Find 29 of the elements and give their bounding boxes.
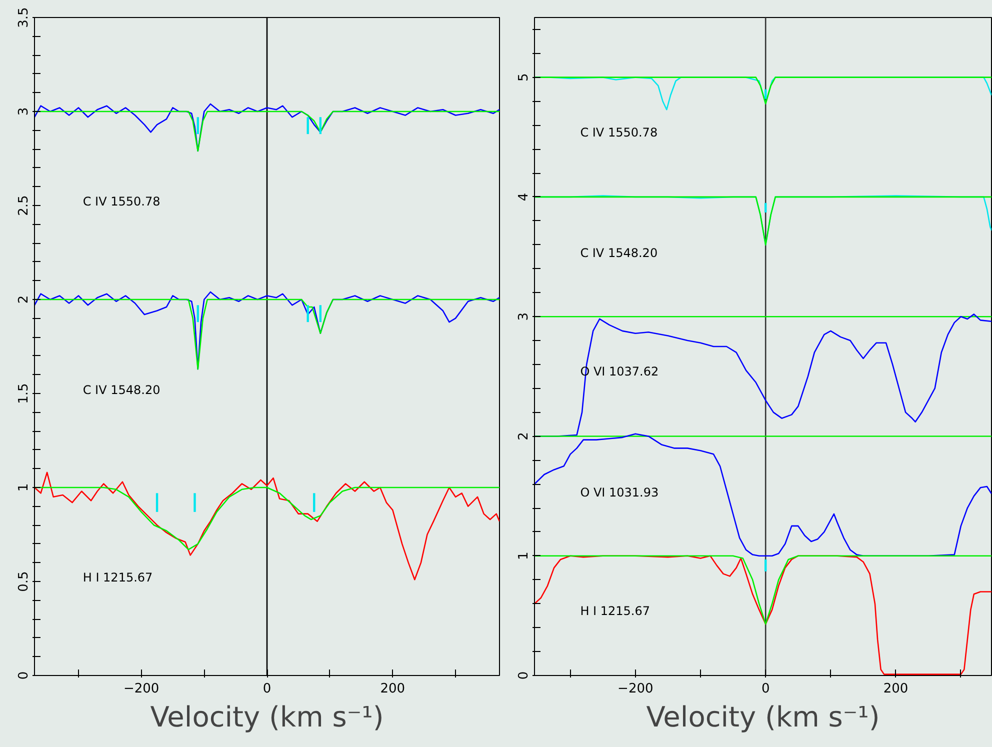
y-tick-label: 1.5 [16, 383, 32, 404]
y-tick-label: 1 [516, 552, 532, 560]
x-tick-label: 200 [883, 682, 908, 696]
y-tick-label: 3.5 [16, 7, 32, 28]
y-tick-label: 5 [516, 73, 532, 82]
x-axis-title: Velocity (km s⁻¹) [646, 700, 880, 734]
annotation: H I 1215.67 [580, 604, 650, 618]
y-tick-label: 0 [516, 671, 532, 680]
y-tick-label: 1 [16, 483, 32, 492]
annotation: O VI 1031.93 [580, 486, 659, 500]
annotation: C IV 1550.78 [82, 194, 160, 209]
x-axis-title: Velocity (km s⁻¹) [150, 700, 384, 734]
y-tick-label: 2 [516, 432, 532, 440]
y-tick-label: 2.5 [16, 195, 32, 216]
y-tick-label: 0.5 [16, 571, 32, 592]
y-tick-label: 4 [516, 192, 532, 202]
annotation: C IV 1548.20 [580, 246, 658, 260]
x-tick-label: −200 [618, 682, 654, 696]
y-tick-label: 0 [16, 671, 32, 680]
x-tick-label: −200 [123, 682, 160, 696]
annotation: C IV 1550.78 [580, 126, 658, 140]
x-tick-label: 200 [380, 682, 406, 696]
annotation: C IV 1548.20 [82, 382, 160, 397]
x-tick-label: 0 [262, 682, 272, 696]
y-tick-label: 2 [16, 295, 32, 304]
annotation: H I 1215.67 [82, 570, 153, 584]
x-tick-label: 0 [761, 682, 770, 696]
y-tick-label: 3 [16, 107, 32, 116]
y-tick-label: 3 [516, 312, 532, 321]
